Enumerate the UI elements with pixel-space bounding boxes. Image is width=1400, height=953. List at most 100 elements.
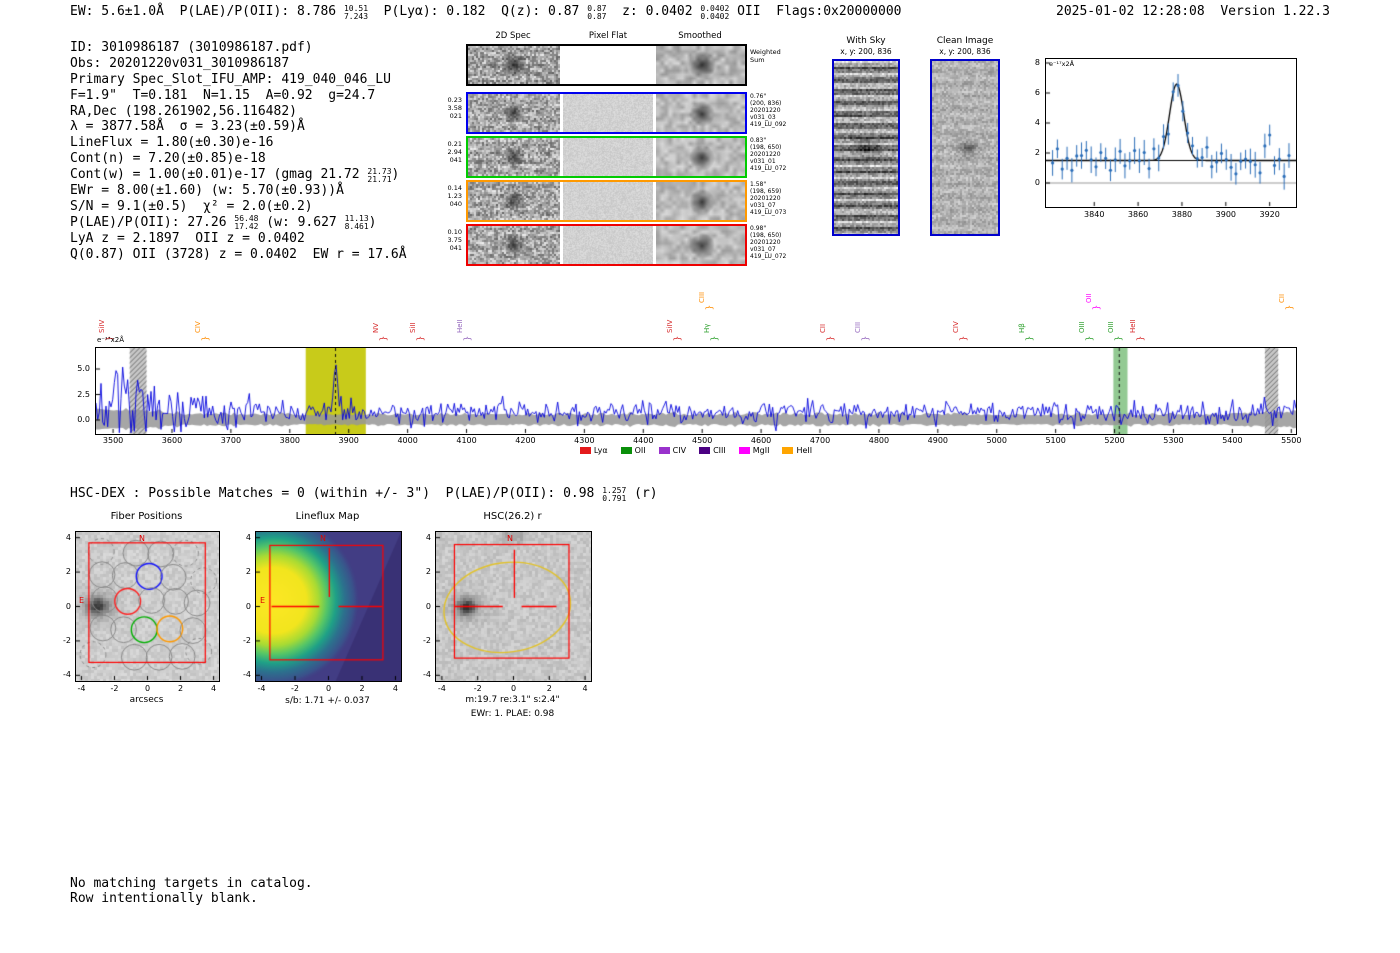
info-segment-text: F=1.9" T=0.181 N=1.15 A=0.92 g=24.7 xyxy=(70,87,376,103)
legend-swatch xyxy=(738,447,750,454)
spectrum-xtick-label: 4100 xyxy=(456,436,477,445)
info-segment-text: Cont(n) = 7.20(±0.85)e-18 xyxy=(70,151,266,167)
spectral-line-marker-brace: { xyxy=(199,335,210,342)
hsc-caption-plae: EWr: 1. PLAE: 0.98 xyxy=(470,709,555,719)
lineflux-xtick-label: 0 xyxy=(325,684,332,693)
lineflux-north-label: N xyxy=(320,534,326,543)
info-line: Q(0.87) OII (3728) z = 0.0402 EW r = 17.… xyxy=(70,247,407,263)
cutout-smoothed-canvas xyxy=(656,138,745,176)
header-segment-text: EW: 5.6±1.0Å P(LAE)/P(OII): 8.786 xyxy=(70,4,344,19)
info-segment-hilo: 11.13 8.461 xyxy=(345,215,369,231)
cutout-row xyxy=(466,136,747,178)
legend-swatch xyxy=(620,447,632,454)
cutout-row xyxy=(466,180,747,222)
zoom-xtick-label: 3920 xyxy=(1259,210,1280,219)
cutout-left-value: 1.23 xyxy=(447,192,462,200)
lineflux-xtick-label: 2 xyxy=(359,684,365,693)
lineflux-xtick-label: -2 xyxy=(291,684,299,693)
spectral-line-marker-label: CII xyxy=(819,323,828,333)
hsc-xtick-label: -4 xyxy=(437,684,446,693)
fiber-positions-title: Fiber Positions xyxy=(110,511,183,522)
cutout-annotation-line: 419_LU_072 xyxy=(750,165,787,172)
info-segment-text: ID: 3010986187 (3010986187.pdf) xyxy=(70,40,313,55)
lo-value: 8.461 xyxy=(344,222,369,232)
hi-value: 0.87 xyxy=(587,3,607,13)
lineflux-ytick-label: -2 xyxy=(243,635,251,645)
info-segment-text: LineFlux = 1.80(±0.30)e-16 xyxy=(70,135,274,151)
hsc-xtick-label: -2 xyxy=(473,684,482,693)
weighted-sum-label: Weighted Sum xyxy=(750,48,781,64)
hsc-xtick-label: 2 xyxy=(546,684,552,693)
info-line: F=1.9" T=0.181 N=1.15 A=0.92 g=24.7 xyxy=(70,88,407,104)
legend-swatch xyxy=(579,447,591,454)
cutout-annotation-line: 20201220 xyxy=(750,195,781,202)
spectral-line-marker-label: SiIV xyxy=(666,319,675,333)
spectral-line-marker-label: CII xyxy=(1278,293,1287,303)
hsc-xtick-label: 4 xyxy=(582,684,588,693)
cutout-annotation-line: 419_LU_092 xyxy=(750,121,787,128)
cutout-annotation-line: 0.98" xyxy=(750,225,767,232)
zoom-ytick-label: 6 xyxy=(1034,88,1040,97)
cutout-2dspec-canvas xyxy=(468,138,560,176)
spectral-line-marker-brace: { xyxy=(1083,335,1094,342)
spectrum-ytick-label: 5.0 xyxy=(77,364,90,373)
info-line: EWr = 8.00(±1.60) (w: 5.70(±0.93))Å xyxy=(70,183,407,199)
spectrum-xtick-label: 3700 xyxy=(220,436,242,445)
weighted-2dspec-canvas xyxy=(468,46,560,84)
lineflux-map-title: Lineflux Map xyxy=(295,511,360,522)
legend-label: HeII xyxy=(796,446,813,455)
spectral-line-marker-label: Hβ xyxy=(1018,323,1027,333)
legend-item: CIII xyxy=(699,446,726,455)
fiber-ytick-label: -4 xyxy=(63,670,71,680)
emission-fit-canvas xyxy=(1045,58,1297,208)
spectral-line-marker-label: CIII xyxy=(697,291,706,303)
zoom-xtick-label: 3860 xyxy=(1127,210,1149,219)
spectrum-ytick-label: 0.0 xyxy=(77,415,90,424)
spectral-line-marker-label: SiIV xyxy=(98,319,107,333)
hi-value: 11.13 xyxy=(344,214,369,224)
hsc-north-label: N xyxy=(507,534,513,543)
lineflux-east-label: E xyxy=(260,596,266,605)
col-header-2dspec: 2D Spec xyxy=(495,31,531,41)
cutout-2dspec-canvas xyxy=(468,94,560,132)
fiber-map-canvas xyxy=(75,531,220,682)
spectral-line-marker-brace: { xyxy=(859,335,870,342)
sky-panel-subtitle: x, y: 200, 836 xyxy=(840,47,892,56)
spectrum-xtick-label: 3900 xyxy=(338,436,359,445)
fiber-north-label: N xyxy=(139,534,145,543)
info-segment-text: Q(0.87) OII (3728) z = 0.0402 EW r = 17.… xyxy=(70,246,407,262)
cutout-pixelflat-canvas xyxy=(563,138,653,176)
spectrum-ytick-label: 2.5 xyxy=(77,389,90,399)
spectrum-xtick-label: 4800 xyxy=(868,436,890,445)
hi-value: 0.0402 xyxy=(700,3,730,13)
cutout-row xyxy=(466,224,747,266)
fiber-ytick-label: 4 xyxy=(65,532,71,542)
spectral-line-marker-brace: { xyxy=(1134,335,1145,342)
hi-value: 56.48 xyxy=(234,214,259,224)
hscdex-match-line: HSC-DEX : Possible Matches = 0 (within +… xyxy=(70,486,658,503)
spectral-line-marker-brace: { xyxy=(824,335,835,342)
info-segment-text: P(LAE)/P(OII): 27.26 xyxy=(70,214,235,230)
spectrum-xtick-label: 5400 xyxy=(1222,436,1243,445)
spectrum-xtick-label: 5200 xyxy=(1104,436,1125,445)
legend-swatch xyxy=(699,447,711,454)
header-segment-text: P(Lyα): 0.182 Q(z): 0.87 xyxy=(368,4,588,19)
spectral-line-marker-label: NV xyxy=(372,322,381,333)
spectrum-xtick-label: 4600 xyxy=(750,436,772,445)
hsc-ytick-label: 0 xyxy=(425,601,431,611)
zoom-ytick-label: 8 xyxy=(1034,58,1040,67)
info-segment-hilo: 21.73 21.71 xyxy=(367,167,391,184)
cutout-annotation-line: (200, 836) xyxy=(750,100,782,107)
cutout-row-annotations: 0.98" (198, 650) 20201220 v031_07 419_LU_072 xyxy=(750,225,786,260)
legend-swatch xyxy=(658,447,670,454)
cutout-left-value: 0.14 xyxy=(447,184,462,192)
legend-label: MgII xyxy=(752,446,770,455)
cutout-left-value: 3.58 xyxy=(447,104,462,112)
header-summary-line: EW: 5.6±1.0Å P(LAE)/P(OII): 8.786 10.51 7… xyxy=(70,4,901,21)
cutout-smoothed-canvas xyxy=(656,94,745,132)
legend-item: MgII xyxy=(738,446,770,455)
info-segment-text: Obs: 20201220v031_3010986187 xyxy=(70,55,290,71)
cutout-pixelflat-canvas xyxy=(563,94,653,132)
cutout-row-weighted-sum xyxy=(466,44,747,86)
header-segment-text: OII Flags:0x20000000 xyxy=(729,4,902,19)
